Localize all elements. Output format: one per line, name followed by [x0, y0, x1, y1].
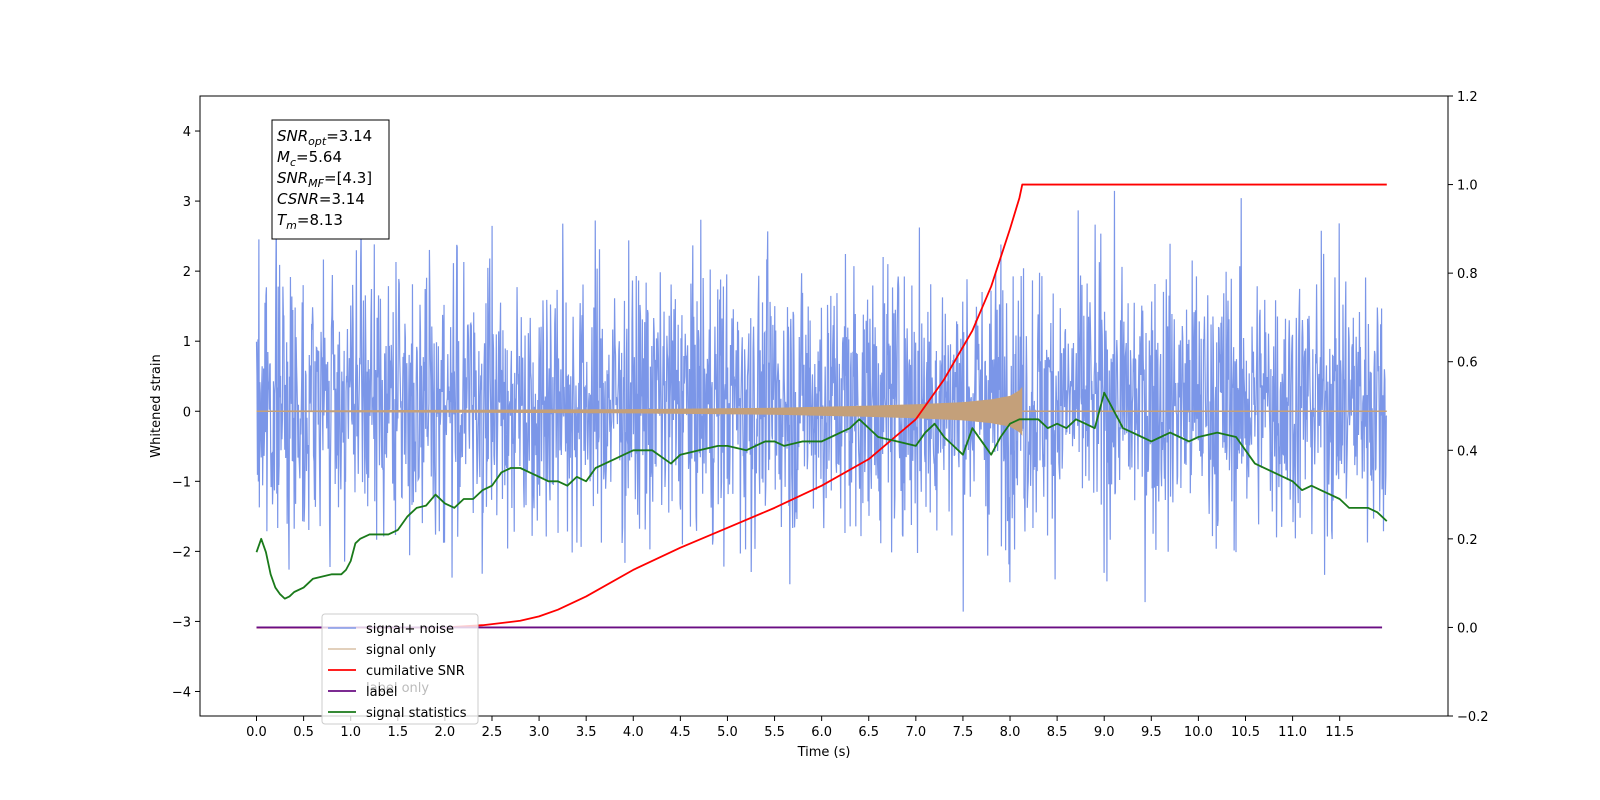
x-tick-label: 9.0 [1094, 725, 1115, 740]
x-tick-label: 4.5 [670, 725, 691, 740]
x-tick-label: 8.0 [1000, 725, 1021, 740]
x-tick-label: 8.5 [1047, 725, 1068, 740]
series-signal-statistics [255, 391, 1388, 600]
annotation-line: SNRMF=[4.3] [277, 169, 372, 190]
legend-entry: signal only [366, 643, 436, 658]
annotation-line: Mc=5.64 [277, 148, 342, 169]
legend-entry: signal statistics [366, 706, 467, 721]
x-tick-label: 2.5 [482, 725, 503, 740]
x-tick-label: 11.0 [1278, 725, 1307, 740]
x-axis: 0.0 0.5 1.0 1.5 2.0 2.5 3.0 3.5 4.0 4.5 5.0 5.5 6.0 6… [246, 716, 1354, 740]
y-tick-label: −4 [172, 685, 191, 700]
y-tick-label: 0 [183, 405, 191, 420]
x-tick-label: 3.0 [529, 725, 550, 740]
x-tick-label: 10.0 [1184, 725, 1213, 740]
x-tick-label: 1.5 [387, 725, 408, 740]
annotation-line: Tm=8.13 [277, 211, 343, 232]
y2-tick-label: 1.0 [1457, 179, 1478, 194]
x-tick-label: 0.5 [293, 725, 314, 740]
y2-tick-label: 0.4 [1457, 444, 1478, 459]
x-tick-label: 2.0 [435, 725, 456, 740]
legend-entry: signal+ noise [366, 622, 454, 637]
y-tick-label: 3 [183, 195, 191, 210]
legend-entry: cumilative SNR [366, 664, 465, 679]
x-tick-label: 10.5 [1231, 725, 1260, 740]
x-tick-label: 9.5 [1141, 725, 1162, 740]
y-tick-label: −2 [172, 545, 191, 560]
x-tick-label: 4.0 [623, 725, 644, 740]
x-tick-label: 11.5 [1325, 725, 1354, 740]
x-tick-label: 5.5 [764, 725, 785, 740]
series-signal-noise [255, 190, 1388, 612]
x-tick-label: 6.5 [858, 725, 879, 740]
y2-tick-label: 0.6 [1457, 356, 1478, 371]
y2-tick-label: 0.0 [1457, 621, 1478, 636]
y-axis-right: 1.2 1.0 0.8 0.6 0.4 0.2 0.0 −0.2 [1448, 90, 1489, 725]
y-axis-label: Whitened strain [149, 354, 164, 457]
y-tick-label: −1 [172, 475, 191, 490]
y2-tick-label: 0.8 [1457, 267, 1478, 282]
x-tick-label: 6.0 [811, 725, 832, 740]
x-axis-label: Time (s) [797, 745, 851, 760]
x-tick-label: 7.0 [905, 725, 926, 740]
y-tick-label: 1 [183, 335, 191, 350]
legend: label only signal+ noise signal only cumil… [321, 613, 479, 725]
x-tick-label: 1.0 [340, 725, 361, 740]
series-cumilative-snr [256, 183, 1387, 629]
x-tick-label: 5.0 [717, 725, 738, 740]
series-signal-only [256, 386, 1387, 436]
y-tick-label: −3 [172, 615, 191, 630]
annotation-line: SNRopt=3.14 [277, 127, 372, 148]
y2-tick-label: −0.2 [1457, 710, 1489, 725]
legend-hidden-text: label only [366, 681, 429, 696]
x-tick-label: 3.5 [576, 725, 597, 740]
y-tick-label: 2 [183, 265, 191, 280]
annotation-line: CSNR=3.14 [277, 190, 365, 208]
x-tick-label: 0.0 [246, 725, 267, 740]
plot-frame [199, 95, 1449, 717]
x-tick-label: 7.5 [953, 725, 974, 740]
y-tick-label: 4 [183, 125, 191, 140]
y-axis-left: 4 3 2 1 0 −1 −2 −3 −4 [172, 125, 200, 700]
legend-entry: label [366, 685, 397, 700]
y2-tick-label: 1.2 [1457, 90, 1478, 105]
y2-tick-label: 0.2 [1457, 533, 1478, 548]
